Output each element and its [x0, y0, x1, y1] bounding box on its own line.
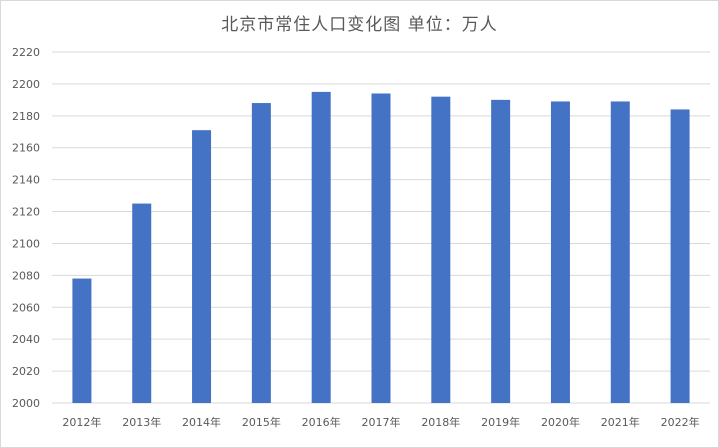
- y-tick-label: 2140: [12, 174, 40, 187]
- x-tick-label: 2021年: [601, 415, 640, 429]
- x-tick-label: 2013年: [122, 415, 161, 429]
- bar-3: [251, 103, 271, 404]
- bar-4: [311, 91, 331, 404]
- x-tick-label: 2015年: [242, 415, 281, 429]
- x-tick-label: 2018年: [421, 415, 460, 429]
- x-tick-label: 2017年: [362, 415, 401, 429]
- y-tick-label: 2060: [12, 301, 40, 314]
- bar-10: [670, 109, 690, 403]
- y-tick-label: 2100: [12, 237, 40, 250]
- chart-title: 北京市常住人口变化图 单位：万人: [221, 15, 498, 35]
- bar-0: [72, 278, 92, 403]
- x-tick-label: 2022年: [661, 415, 700, 429]
- x-tick-label: 2019年: [481, 415, 520, 429]
- bar-1: [132, 203, 152, 403]
- x-tick-label: 2020年: [541, 415, 580, 429]
- y-tick-label: 2080: [12, 269, 40, 282]
- y-tick-label: 2120: [12, 206, 40, 219]
- y-tick-label: 2160: [12, 142, 40, 155]
- bar-9: [610, 101, 630, 403]
- x-tick-label: 2016年: [302, 415, 341, 429]
- bar-6: [431, 96, 451, 403]
- x-tick-label: 2012年: [62, 415, 101, 429]
- y-tick-label: 2220: [12, 46, 40, 59]
- y-tick-label: 2000: [12, 397, 40, 410]
- y-tick-label: 2180: [12, 110, 40, 123]
- y-tick-label: 2040: [12, 333, 40, 346]
- y-tick-label: 2200: [12, 78, 40, 91]
- bar-2: [192, 130, 212, 403]
- bar-8: [550, 101, 570, 403]
- x-tick-label: 2014年: [182, 415, 221, 429]
- bar-7: [491, 99, 511, 403]
- bar-5: [371, 93, 391, 404]
- y-tick-label: 2020: [12, 365, 40, 378]
